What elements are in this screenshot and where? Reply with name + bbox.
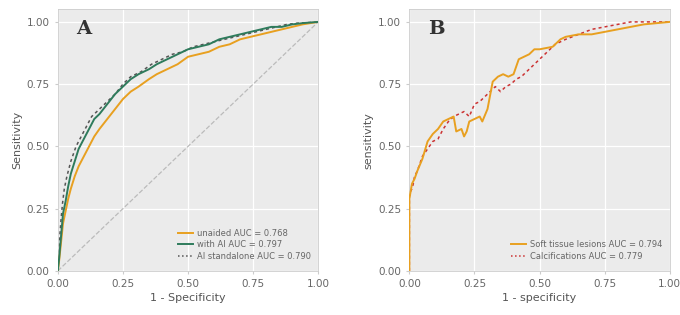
Y-axis label: Sensitivity: Sensitivity bbox=[12, 111, 22, 169]
Legend: Soft tissue lesions AUC = 0.794, Calcifications AUC = 0.779: Soft tissue lesions AUC = 0.794, Calcifi… bbox=[507, 237, 666, 264]
X-axis label: 1 - Specificity: 1 - Specificity bbox=[150, 293, 226, 303]
Text: B: B bbox=[428, 20, 444, 38]
Text: A: A bbox=[76, 20, 91, 38]
X-axis label: 1 - specificity: 1 - specificity bbox=[503, 293, 577, 303]
Y-axis label: sensitivity: sensitivity bbox=[364, 112, 374, 169]
Legend: unaided AUC = 0.768, with AI AUC = 0.797, AI standalone AUC = 0.790: unaided AUC = 0.768, with AI AUC = 0.797… bbox=[174, 226, 314, 264]
